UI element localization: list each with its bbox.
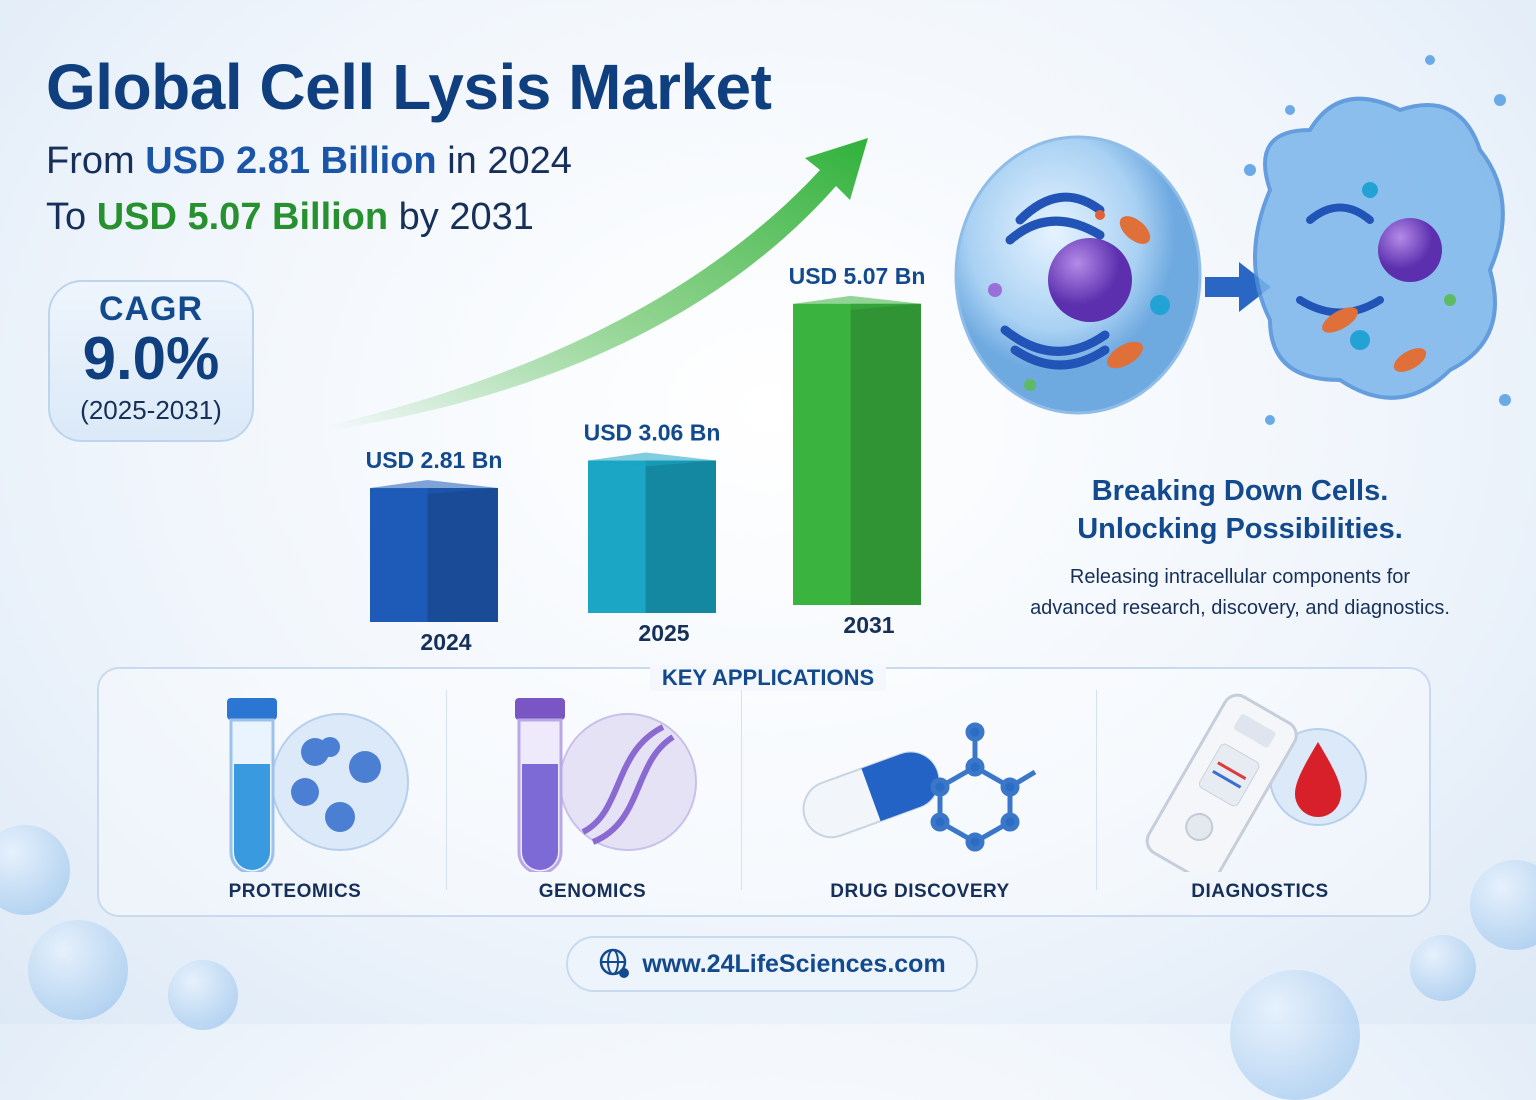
- cagr-label: CAGR: [98, 290, 204, 328]
- cagr-period: (2025-2031): [80, 395, 222, 425]
- website-link[interactable]: www.24LifeSciences.com: [566, 936, 978, 992]
- value-label: USD 3.06 Bn: [584, 420, 721, 446]
- capsule-molecule-icon: [802, 722, 1037, 852]
- application-drug-discovery: DRUG DISCOVERY: [760, 690, 1080, 915]
- end-value: USD 5.07 Billion: [96, 196, 389, 238]
- intact-cell-icon: [954, 135, 1202, 415]
- decor-bubble: [1410, 935, 1476, 1001]
- decor-bubble: [168, 960, 238, 1030]
- start-value: USD 2.81 Billion: [145, 140, 437, 182]
- decor-bubble: [1470, 860, 1536, 950]
- tagline-line: Unlocking Possibilities.: [1077, 513, 1403, 545]
- subtitle-from: From USD 2.81 Billion in 2024: [46, 140, 572, 183]
- decor-bubble: [1230, 970, 1360, 1100]
- divider: [741, 690, 742, 890]
- bar-side-shade: [427, 488, 498, 622]
- bar-side-shade: [850, 303, 921, 605]
- cagr-badge: CAGR 9.0% (2025-2031): [48, 280, 254, 442]
- divider: [1096, 690, 1097, 890]
- bar-2031: [793, 303, 921, 605]
- test-strip-blood-drop-icon: [1145, 693, 1367, 883]
- cagr-value: 9.0%: [82, 325, 220, 392]
- bar-top-face: [793, 295, 921, 310]
- website-url: www.24LifeSciences.com: [642, 949, 946, 978]
- bar-side-shade: [645, 460, 716, 613]
- year-label: 2024: [420, 629, 471, 655]
- year-label: 2031: [843, 612, 894, 638]
- application-label: DIAGNOSTICS: [1191, 881, 1329, 902]
- bar-2025: [588, 460, 716, 613]
- year-label: 2025: [638, 620, 689, 646]
- application-genomics: GENOMICS: [450, 690, 735, 915]
- bar-top-face: [370, 480, 498, 495]
- lysed-cell-icon: [1244, 55, 1511, 425]
- subtitle-text: To: [46, 196, 87, 238]
- page-title: Global Cell Lysis Market: [46, 51, 772, 123]
- decor-bubble: [0, 825, 70, 915]
- section-title: KEY APPLICATIONS: [649, 665, 887, 691]
- application-proteomics: PROTEOMICS: [150, 690, 440, 915]
- application-diagnostics: DIAGNOSTICS: [1110, 690, 1410, 915]
- globe-icon: [600, 948, 630, 978]
- subtitle-to: To USD 5.07 Billion by 2031: [46, 196, 534, 239]
- bar-2024: [370, 488, 498, 622]
- test-tube-protein-icon: [227, 698, 409, 875]
- subtitle-text: by 2031: [398, 196, 534, 238]
- value-label: USD 2.81 Bn: [366, 447, 503, 473]
- tagline-line: Breaking Down Cells.: [1091, 475, 1389, 507]
- tagline-description: Releasing intracellular components for: [1069, 566, 1411, 588]
- decor-bubble: [28, 920, 128, 1020]
- subtitle-text: From: [46, 140, 135, 182]
- tagline-description: advanced research, discovery, and diagno…: [1030, 597, 1450, 619]
- application-label: GENOMICS: [538, 881, 647, 902]
- value-label: USD 5.07 Bn: [789, 263, 926, 289]
- tagline: Breaking Down Cells. Unlocking Possibili…: [1000, 472, 1480, 624]
- application-label: DRUG DISCOVERY: [830, 881, 1010, 902]
- bar-top-face: [588, 452, 716, 467]
- application-label: PROTEOMICS: [228, 881, 362, 902]
- key-applications-heading: KEY APPLICATIONS: [0, 665, 1536, 691]
- divider: [446, 690, 447, 890]
- subtitle-text: in 2024: [447, 140, 572, 182]
- test-tube-dna-icon: [514, 698, 697, 875]
